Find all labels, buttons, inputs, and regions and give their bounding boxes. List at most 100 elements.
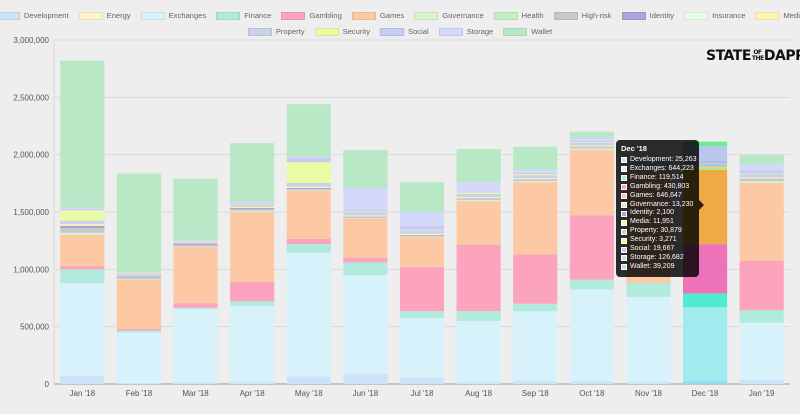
- bar-segment-gambling[interactable]: [286, 238, 331, 245]
- legend-item-energy[interactable]: Energy: [78, 11, 131, 20]
- bar-segment-security[interactable]: [569, 142, 614, 143]
- bar-segment-finance[interactable]: [569, 279, 614, 290]
- bar-segment-storage[interactable]: [739, 164, 784, 171]
- bar-segment-media[interactable]: [116, 275, 162, 277]
- bar-segment-games[interactable]: [513, 182, 558, 255]
- bar-segment-identity[interactable]: [343, 216, 388, 218]
- bar-segment-property[interactable]: [739, 174, 784, 178]
- bar-segment-storage[interactable]: [230, 201, 275, 204]
- bar-segment-wallet[interactable]: [456, 148, 501, 183]
- bar-segment-development[interactable]: [60, 375, 105, 384]
- legend-item-property[interactable]: Property: [247, 27, 305, 36]
- bar-segment-gambling[interactable]: [569, 215, 614, 280]
- bars[interactable]: [60, 60, 784, 384]
- bar-segment-media[interactable]: [399, 233, 445, 235]
- bar-segment-wallet[interactable]: [682, 141, 728, 147]
- bar-segment-security[interactable]: [513, 174, 558, 176]
- bar-segment-storage[interactable]: [343, 187, 388, 210]
- bar-segment-social[interactable]: [739, 170, 784, 174]
- bar-segment-high-risk[interactable]: [456, 198, 501, 200]
- bar-segment-social[interactable]: [343, 209, 388, 212]
- bar-segment-finance[interactable]: [682, 293, 728, 308]
- bar-segment-games[interactable]: [173, 246, 218, 304]
- bar-segment-property[interactable]: [513, 175, 558, 179]
- bar-segment-development[interactable]: [343, 373, 388, 384]
- bar-segment-wallet[interactable]: [569, 131, 614, 138]
- bar-segment-identity[interactable]: [456, 198, 501, 199]
- bar-segment-finance[interactable]: [739, 310, 784, 323]
- bar-segment-social[interactable]: [60, 209, 105, 211]
- bar-segment-governance[interactable]: [230, 210, 275, 212]
- bar-segment-development[interactable]: [173, 382, 218, 384]
- bar-segment-property[interactable]: [230, 205, 275, 207]
- bar-segment-media[interactable]: [343, 215, 388, 217]
- bar-segment-games[interactable]: [456, 201, 501, 245]
- bar-segment-identity[interactable]: [739, 178, 784, 180]
- bar-segment-identity[interactable]: [60, 225, 105, 229]
- bar-segment-exchanges[interactable]: [626, 296, 671, 382]
- bar-segment-high-risk[interactable]: [569, 147, 614, 149]
- bar-segment-wallet[interactable]: [739, 155, 784, 165]
- bar-segment-property[interactable]: [343, 212, 388, 216]
- bar-segment-security[interactable]: [399, 229, 445, 231]
- bar-segment-exchanges[interactable]: [456, 320, 501, 382]
- bar-segment-development[interactable]: [569, 381, 614, 384]
- legend-item-wallet[interactable]: Wallet: [503, 27, 552, 36]
- bar-segment-gambling[interactable]: [116, 328, 162, 331]
- bar-segment-gambling[interactable]: [399, 267, 445, 312]
- bar-segment-media[interactable]: [456, 197, 501, 199]
- bar-segment-social[interactable]: [569, 140, 614, 143]
- bar-segment-exchanges[interactable]: [399, 318, 445, 378]
- bar-segment-storage[interactable]: [173, 239, 218, 241]
- bar-segment-identity[interactable]: [173, 243, 218, 246]
- bar-segment-governance[interactable]: [286, 190, 331, 191]
- bar-segment-governance[interactable]: [682, 168, 728, 170]
- bar-segment-social[interactable]: [173, 240, 218, 242]
- bar-segment-development[interactable]: [456, 381, 501, 384]
- bar-segment-finance[interactable]: [60, 269, 105, 284]
- bar-segment-wallet[interactable]: [399, 182, 445, 212]
- bar-segment-high-risk[interactable]: [399, 235, 445, 237]
- bar-segment-media[interactable]: [60, 224, 105, 226]
- legend-item-high-risk[interactable]: High-risk: [553, 11, 612, 20]
- bar-segment-games[interactable]: [230, 212, 275, 282]
- legend-item-storage[interactable]: Storage: [438, 27, 493, 36]
- bar-segment-gambling[interactable]: [343, 257, 388, 263]
- bar-segment-exchanges[interactable]: [286, 252, 331, 377]
- bar-segment-exchanges[interactable]: [569, 289, 614, 382]
- bar-segment-governance[interactable]: [343, 218, 388, 219]
- bar-segment-development[interactable]: [116, 382, 162, 384]
- bar-segment-high-risk[interactable]: [739, 179, 784, 182]
- bar-segment-social[interactable]: [116, 272, 162, 274]
- bar-segment-identity[interactable]: [116, 276, 162, 278]
- bar-segment-development[interactable]: [399, 377, 445, 384]
- bar-segment-finance[interactable]: [230, 301, 275, 307]
- bar-segment-storage[interactable]: [60, 207, 105, 210]
- bar-segment-governance[interactable]: [513, 181, 558, 183]
- legend-item-development[interactable]: Development: [0, 11, 69, 20]
- legend-item-health[interactable]: Health: [493, 11, 544, 20]
- bar-segment-high-risk[interactable]: [343, 217, 388, 219]
- bar-segment-security[interactable]: [116, 273, 162, 274]
- bar-segment-social[interactable]: [456, 191, 501, 193]
- bar-segment-exchanges[interactable]: [173, 308, 218, 383]
- bar-segment-social[interactable]: [230, 203, 275, 205]
- bar-segment-wallet[interactable]: [173, 178, 218, 240]
- bar-segment-games[interactable]: [343, 218, 388, 258]
- bar-segment-games[interactable]: [399, 237, 445, 268]
- bar-segment-governance[interactable]: [399, 236, 445, 238]
- legend-item-games[interactable]: Games: [351, 11, 404, 20]
- bar-segment-media[interactable]: [230, 206, 275, 208]
- bar-segment-security[interactable]: [173, 241, 218, 242]
- bar-segment-high-risk[interactable]: [116, 277, 162, 280]
- bar-segment-exchanges[interactable]: [230, 306, 275, 382]
- bar-segment-wallet[interactable]: [513, 146, 558, 170]
- bar-segment-property[interactable]: [682, 163, 728, 167]
- bar-segment-development[interactable]: [513, 381, 558, 384]
- bar-segment-storage[interactable]: [286, 156, 331, 159]
- bar-segment-wallet[interactable]: [116, 173, 162, 273]
- bar-segment-storage[interactable]: [569, 137, 614, 141]
- bar-segment-development[interactable]: [230, 381, 275, 384]
- legend-item-insurance[interactable]: Insurance: [684, 11, 745, 20]
- bar-segment-storage[interactable]: [456, 182, 501, 192]
